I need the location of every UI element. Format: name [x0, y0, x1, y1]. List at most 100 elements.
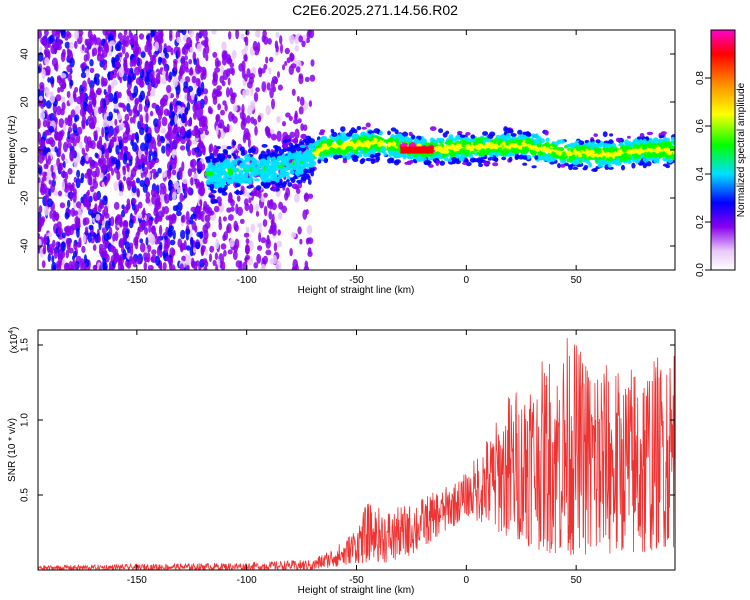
heatmap-cell — [64, 211, 70, 220]
heatmap-cell — [196, 100, 202, 110]
heatmap-cell — [201, 69, 207, 80]
heatmap-cell — [627, 159, 633, 164]
heatmap-cell — [139, 90, 146, 101]
heatmap-cell — [247, 81, 253, 89]
heatmap-cell — [196, 43, 203, 52]
heatmap-cell — [115, 144, 120, 155]
heatmap-cell — [89, 176, 93, 186]
heatmap-cell — [329, 152, 334, 156]
heatmap-cell — [259, 173, 266, 179]
heatmap-cell — [63, 141, 68, 153]
heatmap-cell — [245, 238, 250, 245]
heatmap-cell — [582, 167, 588, 171]
heatmap-cell — [69, 150, 74, 161]
heatmap-cell — [224, 104, 228, 112]
heatmap-cell — [88, 224, 94, 231]
heatmap-cell — [221, 80, 226, 87]
heatmap-cell — [217, 171, 224, 177]
heatmap-cell — [561, 151, 567, 156]
heatmap-cell — [106, 115, 113, 122]
heatmap-cell — [277, 71, 280, 78]
heatmap-cell — [387, 130, 391, 136]
heatmap-cell — [220, 153, 225, 157]
heatmap-cell — [57, 241, 61, 248]
heatmap-cell — [98, 157, 102, 164]
heatmap-cell — [383, 139, 391, 143]
heatmap-cell — [159, 36, 164, 44]
heatmap-cell — [223, 249, 227, 257]
heatmap-cell — [333, 137, 339, 142]
heatmap-cell — [186, 92, 191, 103]
colorbar-tick-label: 0.8 — [695, 71, 706, 85]
heatmap-cell — [137, 201, 143, 209]
heatmap-cell — [333, 154, 340, 160]
heatmap-cell — [132, 142, 138, 152]
heatmap-cell — [536, 146, 542, 150]
heatmap-cell — [216, 165, 222, 169]
heatmap-cell — [271, 98, 275, 110]
heatmap-cell — [100, 165, 105, 172]
heatmap-cell — [232, 167, 237, 173]
heatmap-cell — [275, 31, 280, 38]
heatmap-cell — [270, 156, 277, 161]
heatmap-cell — [665, 164, 671, 169]
heatmap-cell — [243, 128, 250, 139]
heatmap-cell — [182, 44, 189, 56]
heatmap-cell — [272, 186, 277, 192]
heatmap-cell — [216, 60, 221, 67]
heatmap-cell — [209, 183, 215, 188]
heatmap-cell — [227, 167, 233, 173]
heatmap-cell — [222, 234, 227, 242]
heatmap-cell — [177, 201, 183, 212]
heatmap-cell — [52, 264, 57, 270]
heatmap-cell — [67, 199, 71, 208]
heatmap-cell — [120, 102, 125, 108]
heatmap-cell — [307, 193, 314, 199]
heatmap-cell — [139, 126, 145, 136]
heatmap-cell — [38, 205, 43, 214]
heatmap-cell — [118, 140, 123, 150]
y-tick-label: -20 — [20, 190, 31, 205]
heatmap-cell — [297, 226, 302, 235]
heatmap-cell — [615, 157, 621, 163]
heatmap-cell — [209, 245, 215, 253]
heatmap-cell — [207, 171, 214, 176]
heatmap-cell — [602, 131, 608, 138]
heatmap-cell — [85, 38, 92, 48]
heatmap-cell — [158, 224, 163, 236]
heatmap-cell — [376, 156, 381, 161]
heatmap-cell — [50, 44, 56, 55]
heatmap-cell — [202, 47, 206, 59]
heatmap-cell — [526, 154, 531, 160]
heatmap-cell — [408, 131, 413, 137]
heatmap-cell — [228, 214, 234, 221]
heatmap-cell — [202, 30, 208, 39]
heatmap-cell — [61, 102, 66, 111]
heatmap-cell — [232, 140, 237, 146]
heatmap-cell — [176, 187, 182, 194]
heatmap-cell — [157, 167, 162, 174]
heatmap-cell — [289, 169, 295, 175]
heatmap-cell — [646, 151, 652, 158]
heatmap-cell — [108, 120, 114, 128]
heatmap-cell — [643, 138, 647, 144]
heatmap-cell — [80, 196, 84, 204]
heatmap-cell — [253, 171, 260, 176]
heatmap-cell — [62, 78, 66, 89]
heatmap-cell — [278, 149, 285, 155]
heatmap-cell — [243, 232, 250, 238]
heatmap-cell — [551, 142, 556, 148]
heatmap-cell — [120, 149, 124, 161]
heatmap-cell — [185, 129, 192, 139]
heatmap-cell — [70, 223, 77, 231]
heatmap-cell — [531, 151, 537, 155]
heatmap-cell — [590, 154, 596, 158]
heatmap-cell — [222, 216, 227, 222]
heatmap-cell — [181, 30, 187, 36]
heatmap-cell — [672, 140, 675, 145]
heatmap-cell — [192, 247, 197, 253]
heatmap-cell — [198, 210, 203, 219]
heatmap-cell — [116, 41, 122, 52]
heatmap-cell — [100, 53, 105, 62]
heatmap-cell — [294, 128, 300, 140]
